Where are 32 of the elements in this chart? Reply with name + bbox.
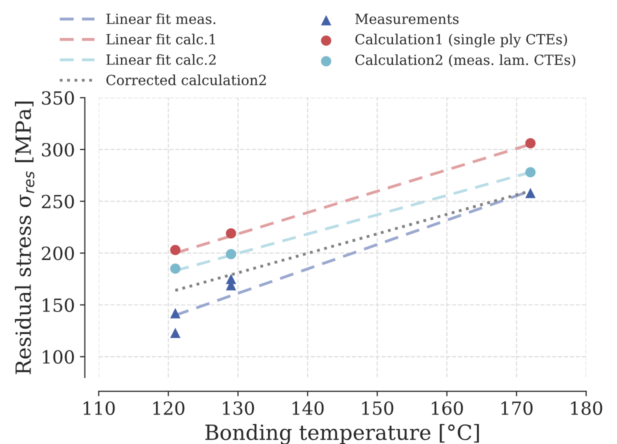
legend-label: Corrected calculation2 [106, 74, 266, 86]
point [525, 138, 536, 148]
legend-label: Measurements [355, 14, 459, 24]
legend-label: Linear fit calc.1 [106, 34, 215, 44]
legend-label: Calculation2 (meas. lam. CTEs) [355, 54, 576, 68]
legend-label: Linear fit calc.2 [106, 54, 216, 65]
legend-label: Calculation1 (single ply CTEs) [355, 34, 567, 48]
point [226, 274, 236, 284]
x-tick-label: 150 [362, 401, 394, 415]
x-tick-label: 180 [571, 401, 602, 415]
point [525, 167, 536, 178]
point [170, 263, 180, 274]
x-tick-label: 130 [222, 401, 254, 415]
y-axis-title: Residual stress σ$_{res}$ [MPa] [14, 102, 34, 374]
point [170, 244, 180, 256]
y-tick-label: 100 [42, 350, 74, 364]
x-tick-label: 110 [84, 401, 115, 415]
x-tick-label: 120 [153, 401, 184, 415]
y-tick-label: 150 [42, 298, 74, 312]
point [170, 328, 180, 338]
point [226, 248, 236, 260]
x-tick-label: 160 [432, 401, 463, 415]
point [170, 308, 180, 318]
y-tick-label: 250 [42, 194, 74, 208]
y-tick-label: 200 [42, 246, 74, 260]
x-tick-label: 170 [501, 401, 533, 415]
point [525, 188, 536, 198]
legend-label: Linear fit meas. [106, 13, 216, 24]
point [226, 228, 236, 239]
x-tick-label: 140 [292, 401, 324, 415]
y-tick-label: 350 [42, 91, 74, 105]
y-tick-label: 300 [42, 142, 74, 157]
